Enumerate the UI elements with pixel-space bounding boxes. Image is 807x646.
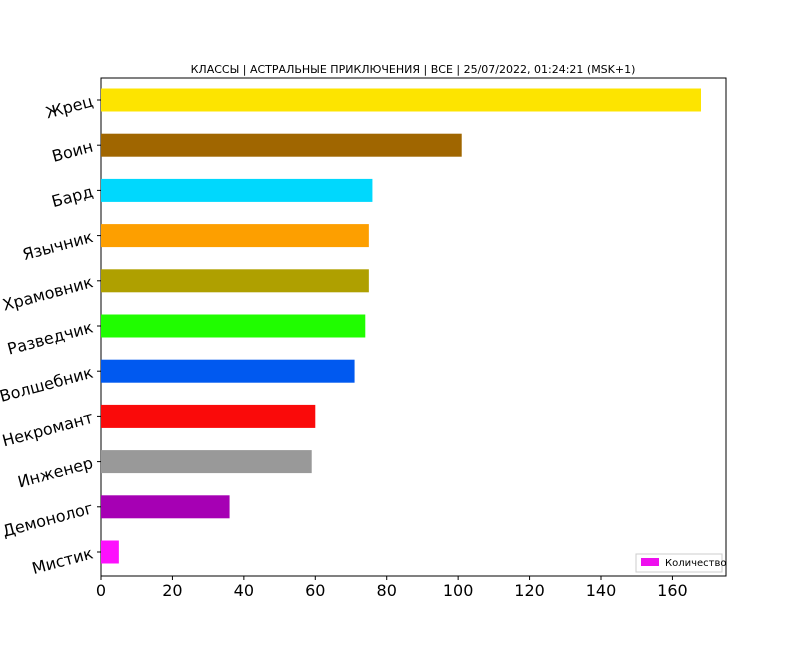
y-tick-label: Демонолог [0, 498, 95, 540]
bar [101, 314, 366, 338]
y-tick-label: Некромант [0, 408, 95, 450]
x-tick-label: 60 [305, 581, 325, 600]
y-tick-label: Язычник [20, 227, 95, 264]
legend-label: Количество [665, 558, 727, 569]
x-tick-label: 40 [234, 581, 254, 600]
x-tick-label: 0 [96, 581, 106, 600]
y-tick-label: Бард [50, 182, 95, 211]
y-tick-label: Воин [50, 137, 95, 166]
chart-title: КЛАССЫ | АСТРАЛЬНЫЕ ПРИКЛЮЧЕНИЯ | ВСЕ | … [191, 63, 636, 76]
x-tick-label: 160 [657, 581, 688, 600]
bar [101, 359, 355, 383]
bar [101, 224, 369, 248]
x-tick-label: 100 [443, 581, 474, 600]
x-axis: 0 20 40 60 80 100 120 140 160 [96, 576, 688, 600]
y-tick-label: Разведчик [5, 317, 95, 358]
x-tick-label: 20 [162, 581, 182, 600]
x-tick-label: 140 [586, 581, 617, 600]
legend: Количество [635, 553, 727, 573]
bars-group [101, 88, 701, 564]
y-tick-label: Инженер [16, 453, 95, 491]
y-tick-label: Храмовник [1, 272, 96, 314]
bar [101, 269, 369, 293]
legend-swatch [641, 558, 659, 566]
bar [101, 540, 119, 564]
x-tick-label: 120 [514, 581, 545, 600]
bar [101, 178, 373, 202]
y-tick-label: Жрец [44, 91, 96, 122]
bar [101, 450, 312, 474]
y-tick-label: Волшебник [0, 363, 95, 406]
bar [101, 495, 230, 519]
y-tick-label: Мистик [30, 543, 95, 578]
x-tick-label: 80 [377, 581, 397, 600]
bar [101, 404, 316, 428]
bar [101, 133, 462, 157]
bar [101, 88, 701, 112]
